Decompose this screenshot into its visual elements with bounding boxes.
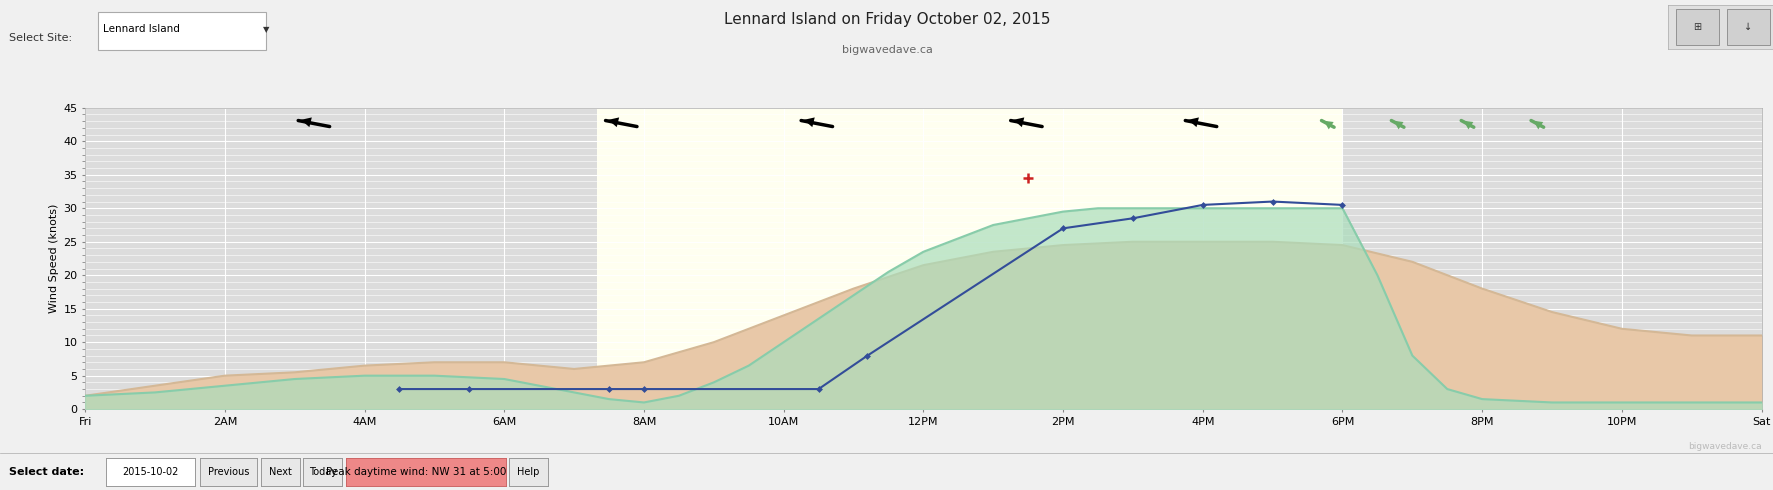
Text: 2015-10-02: 2015-10-02 bbox=[122, 467, 179, 477]
Text: Peak daytime wind: NW 31 at 5:00 PM: Peak daytime wind: NW 31 at 5:00 PM bbox=[326, 467, 525, 477]
Y-axis label: Wind Speed (knots): Wind Speed (knots) bbox=[50, 204, 59, 313]
Text: ↓: ↓ bbox=[1743, 22, 1752, 32]
Text: Lennard Island: Lennard Island bbox=[103, 24, 179, 34]
Text: Today: Today bbox=[309, 467, 337, 477]
Text: Help: Help bbox=[518, 467, 539, 477]
Text: Select date:: Select date: bbox=[9, 466, 83, 477]
Text: Next: Next bbox=[269, 467, 291, 477]
Text: Previous: Previous bbox=[207, 467, 250, 477]
Bar bbox=[598, 108, 1342, 409]
Text: ▼: ▼ bbox=[262, 25, 269, 34]
Bar bbox=[85, 108, 598, 409]
Text: Lennard Island on Friday October 02, 2015: Lennard Island on Friday October 02, 201… bbox=[723, 12, 1050, 27]
FancyBboxPatch shape bbox=[1675, 9, 1718, 45]
Text: bigwavedave.ca: bigwavedave.ca bbox=[1686, 442, 1761, 451]
Text: bigwavedave.ca: bigwavedave.ca bbox=[840, 45, 933, 55]
Bar bbox=[1342, 108, 1761, 409]
FancyBboxPatch shape bbox=[98, 12, 266, 50]
Text: Select Site:: Select Site: bbox=[9, 33, 73, 43]
Text: ⊞: ⊞ bbox=[1693, 22, 1700, 32]
FancyBboxPatch shape bbox=[1727, 9, 1769, 45]
